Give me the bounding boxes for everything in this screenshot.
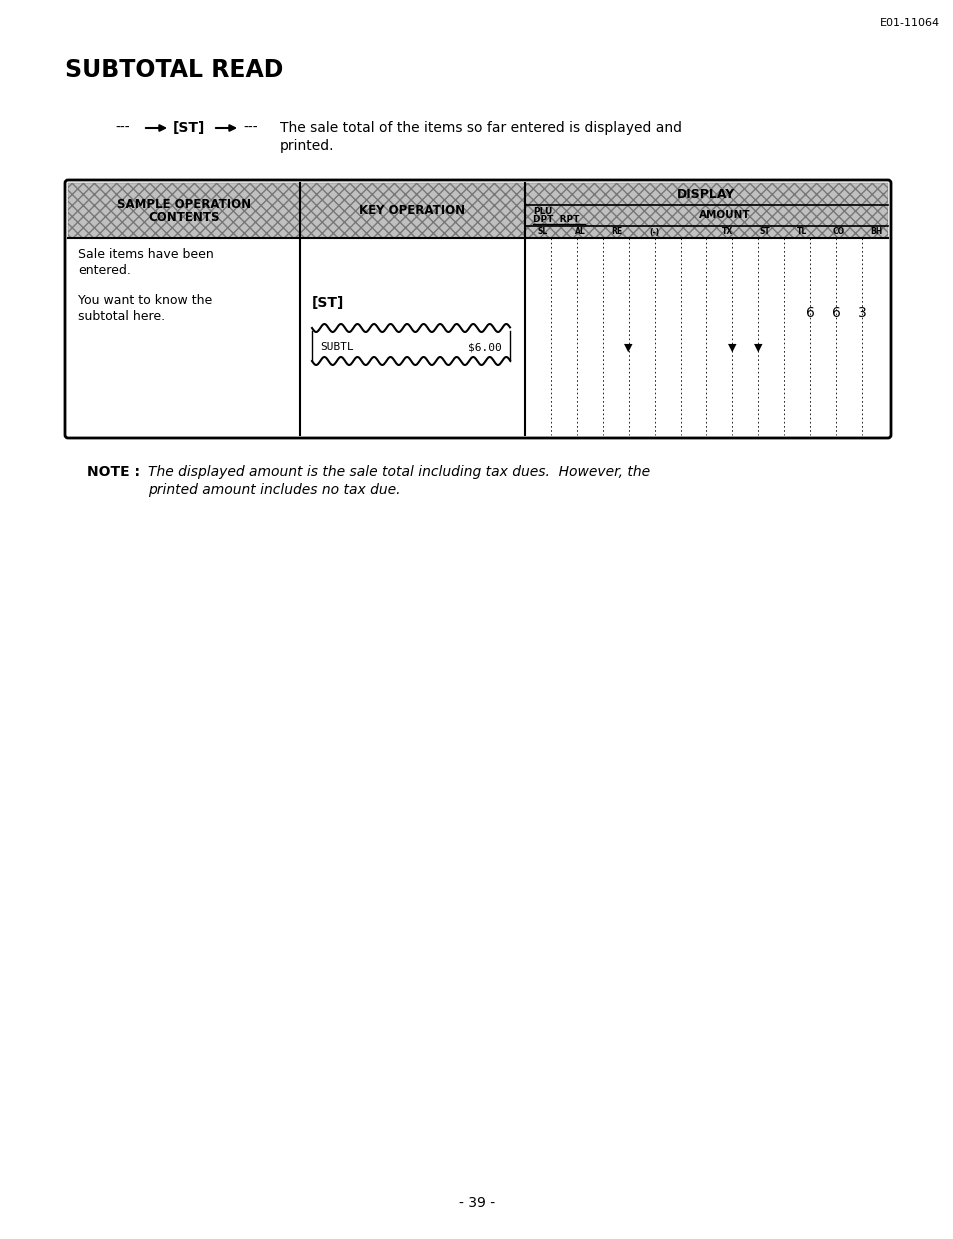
Text: RE: RE <box>611 228 622 237</box>
Text: [ST]: [ST] <box>172 121 205 135</box>
Text: BH: BH <box>869 228 882 237</box>
Text: DPT  RPT: DPT RPT <box>533 216 578 224</box>
Text: printed.: printed. <box>280 139 335 152</box>
Text: KEY OPERATION: KEY OPERATION <box>359 204 465 217</box>
Text: ---: --- <box>243 121 257 135</box>
Text: SUBTL: SUBTL <box>319 342 354 353</box>
Text: ▼: ▼ <box>624 343 632 353</box>
Text: SUBTOTAL READ: SUBTOTAL READ <box>65 58 283 82</box>
Bar <box>524 225 887 238</box>
Text: ▼: ▼ <box>727 343 736 353</box>
Text: TL: TL <box>796 228 806 237</box>
Text: PLU: PLU <box>533 207 552 216</box>
Text: TX: TX <box>721 228 733 237</box>
Text: printed amount includes no tax due.: printed amount includes no tax due. <box>148 483 400 497</box>
Bar <box>299 183 524 238</box>
Text: ▼: ▼ <box>753 343 761 353</box>
Bar <box>524 204 887 225</box>
Text: CO: CO <box>832 228 844 237</box>
Bar <box>68 238 887 435</box>
Text: The displayed amount is the sale total including tax dues.  However, the: The displayed amount is the sale total i… <box>148 465 649 479</box>
Text: ---: --- <box>115 121 130 135</box>
Text: You want to know the: You want to know the <box>78 294 212 307</box>
Text: DISPLAY: DISPLAY <box>677 187 735 201</box>
Text: NOTE :: NOTE : <box>87 465 140 479</box>
Text: E01-11064: E01-11064 <box>879 19 939 28</box>
Text: (-): (-) <box>648 228 659 237</box>
Bar <box>312 331 510 361</box>
Text: - 39 -: - 39 - <box>458 1196 495 1211</box>
Text: subtotal here.: subtotal here. <box>78 310 165 323</box>
Text: $6.00: $6.00 <box>468 342 501 353</box>
Text: 6: 6 <box>831 306 840 320</box>
Text: 6: 6 <box>805 306 814 320</box>
Text: AL: AL <box>574 228 585 237</box>
Text: [ST]: [ST] <box>312 296 344 310</box>
Text: Sale items have been: Sale items have been <box>78 248 213 261</box>
Bar <box>68 183 299 238</box>
Text: CONTENTS: CONTENTS <box>148 211 219 224</box>
Text: SL: SL <box>537 228 548 237</box>
Text: 3: 3 <box>857 306 865 320</box>
Text: ST: ST <box>759 228 770 237</box>
Text: SAMPLE OPERATION: SAMPLE OPERATION <box>117 198 251 211</box>
Text: entered.: entered. <box>78 264 131 278</box>
Text: AMOUNT: AMOUNT <box>699 211 750 221</box>
Bar <box>524 183 887 204</box>
Text: The sale total of the items so far entered is displayed and: The sale total of the items so far enter… <box>280 121 681 135</box>
